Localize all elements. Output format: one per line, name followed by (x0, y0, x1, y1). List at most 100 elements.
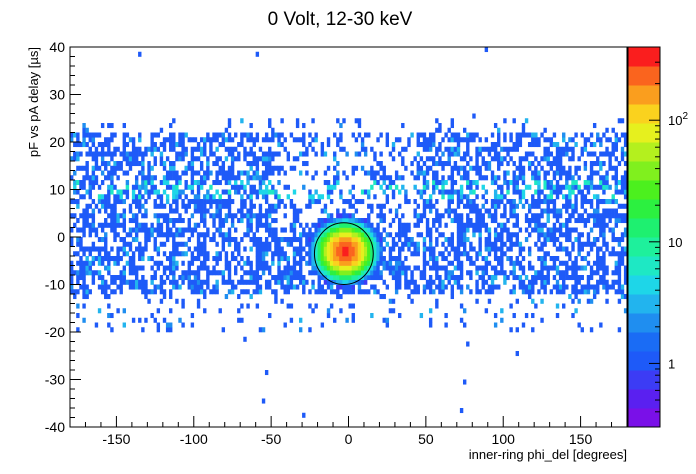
heatmap-cell (577, 175, 581, 181)
heatmap-cell (280, 298, 284, 304)
heatmap-cell (357, 222, 362, 228)
heatmap-cell (172, 246, 176, 252)
heatmap-cell (583, 208, 588, 214)
heatmap-cell (255, 213, 260, 219)
heatmap-cell (620, 118, 625, 124)
heatmap-cell (500, 270, 504, 276)
heatmap-cell (531, 151, 535, 157)
heatmap-cell (580, 241, 584, 247)
heatmap-cell (382, 279, 386, 285)
heatmap-cell (453, 275, 458, 281)
heatmap-cell (134, 232, 139, 238)
heatmap-cell (462, 241, 467, 247)
heatmap-cell (571, 284, 575, 290)
heatmap-cell (172, 142, 176, 148)
heatmap-cell (493, 246, 498, 252)
heatmap-cell (382, 260, 386, 266)
heatmap-cell (234, 156, 238, 162)
heatmap-cell (147, 232, 151, 238)
heatmap-cell (425, 260, 430, 266)
heatmap-cell (555, 284, 560, 290)
heatmap-cell (116, 146, 120, 152)
heatmap-cell (589, 142, 594, 148)
heatmap-cell (240, 118, 244, 124)
heatmap-cell (608, 208, 612, 214)
heatmap-cell (94, 180, 99, 186)
heatmap-cell (268, 189, 272, 195)
heatmap-cell (138, 256, 142, 262)
heatmap-cell (138, 246, 142, 252)
heatmap-cell (608, 251, 612, 257)
heatmap-cell (620, 151, 625, 157)
y-tick-label: 10 (49, 182, 65, 198)
heatmap-cell (209, 142, 213, 148)
heatmap-cell (534, 218, 538, 224)
heatmap-cell (249, 260, 253, 266)
heatmap-cell (385, 175, 390, 181)
heatmap-cell (134, 203, 139, 209)
heatmap-cell (509, 213, 513, 219)
heatmap-cell (190, 256, 195, 262)
heatmap-cell (230, 279, 235, 285)
heatmap-cell (487, 213, 492, 219)
heatmap-cell (326, 237, 331, 243)
heatmap-cell (534, 199, 538, 205)
heatmap-cell (159, 232, 164, 238)
heatmap-cell (175, 298, 179, 304)
heatmap-cell (147, 227, 151, 233)
heatmap-cell (125, 156, 130, 162)
heatmap-cell (422, 260, 427, 266)
heatmap-cell (94, 322, 99, 328)
heatmap-cell (274, 241, 278, 247)
heatmap-cell (122, 142, 126, 148)
heatmap-cell (144, 213, 148, 219)
heatmap-cell (586, 137, 591, 143)
heatmap-cell (398, 279, 402, 285)
heatmap-cell (199, 246, 204, 252)
heatmap-cell (531, 227, 535, 233)
heatmap-cell (134, 218, 139, 224)
heatmap-cell (212, 151, 216, 157)
heatmap-cell (314, 232, 318, 238)
heatmap-cell (199, 137, 204, 143)
heatmap-cell (323, 241, 328, 247)
heatmap-cell (172, 146, 176, 152)
heatmap-cell (398, 265, 402, 271)
heatmap-cell (283, 265, 287, 271)
heatmap-cell (580, 218, 584, 224)
heatmap-cell (277, 199, 281, 205)
heatmap-cell (122, 241, 126, 247)
heatmap-cell (175, 251, 179, 257)
heatmap-cell (169, 279, 173, 285)
heatmap-cell (428, 275, 433, 281)
heatmap-cell (481, 184, 485, 190)
heatmap-cell (212, 284, 216, 290)
heatmap-cell (215, 170, 219, 176)
heatmap-cell (193, 256, 198, 262)
heatmap-cell (568, 275, 572, 281)
heatmap-cell (419, 170, 424, 176)
heatmap-cell (286, 237, 290, 243)
heatmap-cell (438, 127, 442, 133)
heatmap-cell (450, 132, 455, 138)
heatmap-cell (459, 199, 464, 205)
heatmap-cell (107, 270, 111, 276)
heatmap-cell (125, 161, 130, 167)
heatmap-cell (518, 260, 523, 266)
heatmap-cell (524, 237, 529, 243)
heatmap-cell (175, 284, 179, 290)
heatmap-cell (70, 284, 74, 290)
heatmap-cell (314, 151, 318, 157)
heatmap-cell (391, 237, 396, 243)
heatmap-cell (172, 251, 176, 257)
heatmap-cell (509, 180, 513, 186)
heatmap-cell (599, 184, 603, 190)
heatmap-cell (107, 260, 111, 266)
heatmap-cell (196, 146, 201, 152)
heatmap-cell (277, 256, 281, 262)
heatmap-cell (131, 270, 136, 276)
heatmap-cell (333, 132, 337, 138)
heatmap-cell (422, 237, 427, 243)
heatmap-cell (379, 208, 383, 214)
heatmap-cell (586, 180, 591, 186)
